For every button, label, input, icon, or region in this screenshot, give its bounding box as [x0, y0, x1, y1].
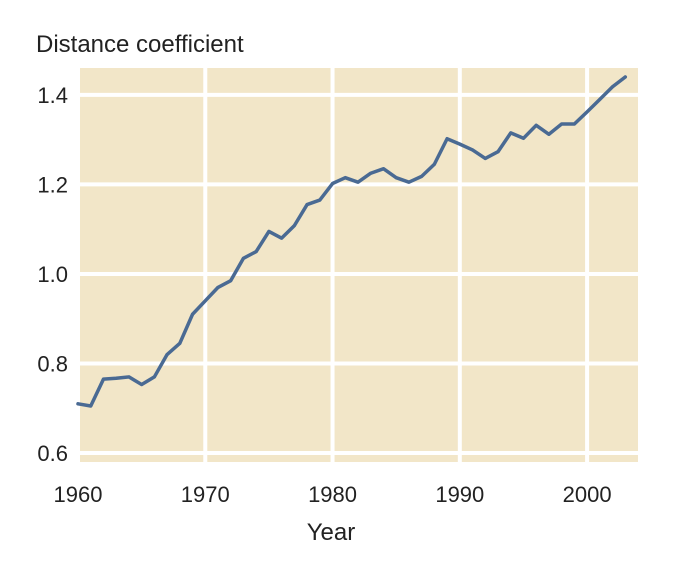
- plot-area: [78, 68, 638, 462]
- data-point: [152, 375, 156, 379]
- data-point: [127, 375, 131, 379]
- x-tick-label: 1970: [181, 482, 230, 507]
- data-point: [114, 376, 118, 380]
- y-tick-label: 0.8: [37, 352, 68, 377]
- data-point: [496, 150, 500, 154]
- data-point: [305, 203, 309, 207]
- data-point: [471, 148, 475, 152]
- data-point: [76, 402, 80, 406]
- x-tick-label: 1960: [54, 482, 103, 507]
- data-point: [292, 224, 296, 228]
- data-point: [432, 162, 436, 166]
- data-point: [178, 341, 182, 345]
- data-point: [254, 250, 258, 254]
- data-point: [623, 75, 627, 79]
- data-point: [560, 122, 564, 126]
- data-point: [343, 176, 347, 180]
- data-point: [534, 123, 538, 127]
- data-point: [318, 198, 322, 202]
- data-point: [165, 353, 169, 357]
- data-point: [267, 229, 271, 233]
- x-tick-label: 2000: [563, 482, 612, 507]
- data-point: [572, 122, 576, 126]
- data-point: [547, 132, 551, 136]
- data-point: [521, 136, 525, 140]
- data-point: [509, 131, 513, 135]
- series-line: [76, 75, 628, 408]
- x-axis-title: Year: [307, 519, 356, 546]
- x-tick-label: 1980: [308, 482, 357, 507]
- data-point: [241, 256, 245, 260]
- data-point: [216, 285, 220, 289]
- data-point: [585, 110, 589, 114]
- y-tick-label: 1.0: [37, 262, 68, 287]
- y-axis-title: Distance coefficient: [36, 31, 244, 58]
- data-point: [331, 182, 335, 186]
- data-point: [229, 279, 233, 283]
- data-point: [191, 312, 195, 316]
- y-tick-label: 0.6: [37, 441, 68, 466]
- data-point: [89, 404, 93, 408]
- data-point: [458, 142, 462, 146]
- data-point: [611, 85, 615, 89]
- y-axis-tick-labels: 0.6 0.8 1.0 1.2 1.4: [37, 83, 68, 466]
- series-points: [76, 75, 627, 408]
- data-point: [394, 176, 398, 180]
- x-tick-label: 1990: [435, 482, 484, 507]
- data-point: [420, 174, 424, 178]
- data-point: [280, 236, 284, 240]
- data-point: [483, 156, 487, 160]
- data-point: [369, 171, 373, 175]
- x-axis-tick-labels: 1960 1970 1980 1990 2000: [54, 482, 612, 507]
- data-point: [598, 97, 602, 101]
- data-point: [407, 180, 411, 184]
- grid-lines: [76, 68, 638, 462]
- data-point: [101, 377, 105, 381]
- data-point: [140, 383, 144, 387]
- data-point: [356, 180, 360, 184]
- data-point: [381, 167, 385, 171]
- data-point: [445, 137, 449, 141]
- data-point: [203, 299, 207, 303]
- y-tick-label: 1.2: [37, 172, 68, 197]
- y-tick-label: 1.4: [37, 83, 68, 108]
